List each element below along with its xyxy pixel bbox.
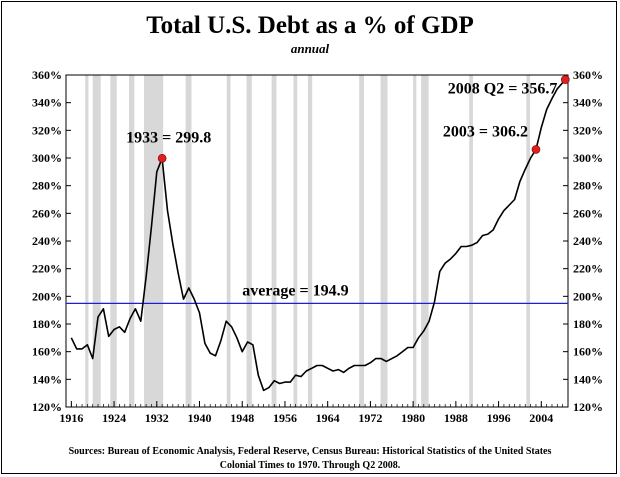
chart-title: Total U.S. Debt as a % of GDP: [146, 12, 474, 39]
y-tick-label-left: 240%: [32, 234, 62, 248]
recession-band: [307, 75, 313, 407]
recession-band: [92, 75, 101, 407]
annotation-marker: [531, 145, 541, 154]
x-tick-label: 1932: [145, 411, 169, 425]
x-tick-label: 1940: [188, 411, 212, 425]
recession-band: [526, 75, 531, 407]
source-note-line-1: Sources: Bureau of Economic Analysis, Fe…: [69, 446, 552, 457]
chart-subtitle: annual: [291, 41, 330, 56]
x-tick-label: 1980: [401, 411, 425, 425]
y-tick-label-right: 160%: [573, 345, 603, 359]
recession-band: [85, 75, 89, 407]
y-tick-label-left: 220%: [32, 262, 62, 276]
y-tick-label-right: 340%: [573, 96, 603, 110]
y-tick-label-left: 280%: [32, 179, 62, 193]
y-tick-label-right: 260%: [573, 206, 603, 220]
annotations: average = 194.9 1933 = 299.8 2003 = 306.2 2…: [126, 75, 570, 299]
x-tick-label: 1972: [358, 411, 382, 425]
x-tick-label: 1916: [59, 411, 83, 425]
recession-band: [469, 75, 473, 407]
recession-band: [413, 75, 417, 407]
x-tick-label: 1964: [316, 411, 340, 425]
recession-band: [246, 75, 252, 407]
debt-gdp-line: [70, 79, 566, 392]
y-tick-label-right: 220%: [573, 262, 603, 276]
y-tick-label-left: 180%: [32, 317, 62, 331]
annotation-label: 2008 Q2 = 356.7: [448, 81, 558, 98]
source-note-line-2: Colonial Times to 1970. Through Q2 2008.: [220, 460, 401, 471]
recession-band: [143, 75, 164, 407]
y-tick-label-right: 200%: [573, 289, 603, 303]
series-layer: [66, 79, 568, 392]
recession-band: [226, 75, 231, 407]
y-tick-label-right: 320%: [573, 123, 603, 137]
y-tick-label-left: 340%: [32, 96, 62, 110]
y-tick-label-left: 200%: [32, 289, 62, 303]
x-tick-label: 1924: [102, 411, 126, 425]
y-tick-label-left: 320%: [32, 123, 62, 137]
average-label: average = 194.9: [242, 282, 348, 299]
x-tick-label: 1948: [230, 411, 254, 425]
axes: 120% 140% 160% 180% 200% 220% 240% 260% 280% 300%…: [32, 68, 603, 425]
recession-band: [110, 75, 117, 407]
y-tick-label-right: 140%: [573, 372, 603, 386]
recession-band: [271, 75, 277, 407]
annotation-label: 2003 = 306.2: [443, 123, 528, 140]
x-tick-label: 1988: [444, 411, 468, 425]
y-tick-label-left: 140%: [32, 372, 62, 386]
annotation-marker: [561, 75, 570, 84]
y-tick-label-left: 360%: [32, 68, 62, 82]
x-tick-label: 1996: [487, 411, 511, 425]
x-tick-label: 1956: [273, 411, 297, 425]
recession-band: [380, 75, 388, 407]
y-tick-label-right: 120%: [573, 400, 603, 414]
annotation-marker: [157, 153, 167, 163]
y-tick-label-left: 120%: [32, 400, 62, 414]
recession-band: [293, 75, 298, 407]
y-tick-label-right: 180%: [573, 317, 603, 331]
y-tick-label-right: 360%: [573, 68, 603, 82]
y-tick-label-left: 160%: [32, 345, 62, 359]
annotation-label: 1933 = 299.8: [126, 129, 211, 146]
y-tick-label-right: 280%: [573, 179, 603, 193]
y-tick-label-right: 300%: [573, 151, 603, 165]
y-tick-label-left: 260%: [32, 206, 62, 220]
x-tick-label: 2004: [529, 411, 553, 425]
y-tick-label-left: 300%: [32, 151, 62, 165]
recession-band: [129, 75, 135, 407]
recession-band: [185, 75, 192, 407]
y-tick-label-right: 240%: [573, 234, 603, 248]
recession-band: [421, 75, 429, 407]
recession-band: [359, 75, 364, 407]
